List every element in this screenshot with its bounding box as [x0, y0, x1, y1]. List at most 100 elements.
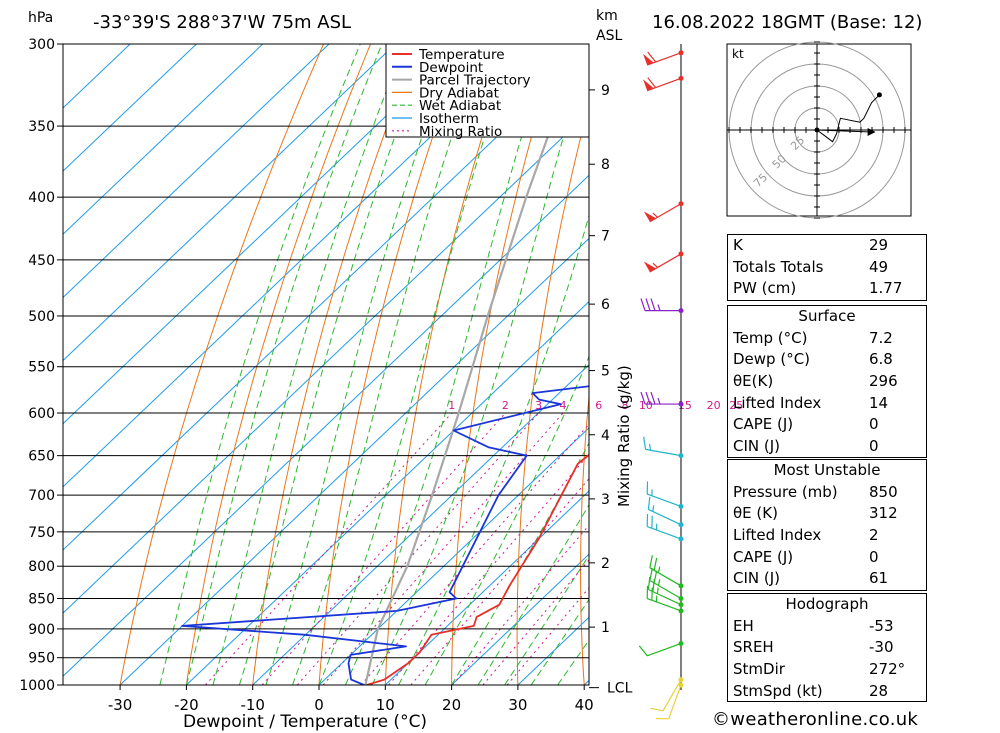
mixing-ratio-line [296, 412, 539, 685]
pressure-unit: hPa [28, 10, 53, 26]
wet-adiabat-line [318, 44, 516, 685]
wind-barb-staff [646, 493, 682, 507]
index-label: θE(K) [733, 372, 774, 391]
index-value: 1.77 [869, 279, 903, 298]
index-value: -53 [869, 616, 894, 635]
storm-motion-vector [816, 129, 872, 133]
wind-barb-dot [678, 677, 684, 683]
isotherm-line [63, 44, 131, 109]
mixing-ratio-label: 2 [502, 399, 509, 412]
isotherm-line [63, 44, 529, 488]
wet-adiabat-line [345, 44, 551, 685]
wind-barb-dot [678, 640, 684, 646]
wet-adiabat-line [292, 44, 484, 685]
mixing-ratio-label: 1 [448, 399, 455, 412]
table-row: CIN (J) 0 [728, 436, 926, 458]
wind-barb [643, 436, 684, 459]
wind-barb [643, 75, 684, 92]
legend-label: Wet Adiabat [419, 98, 501, 114]
dewpoint-line [181, 385, 589, 685]
wind-barb-feather [647, 496, 651, 510]
plot-frame [62, 43, 590, 686]
wind-barb-feather [643, 436, 647, 450]
index-value: 312 [869, 504, 898, 523]
table-row: StmSpd (kt) 28 [728, 681, 926, 703]
mixing-ratio-label: 4 [560, 399, 567, 412]
dry-adiabat-line [642, 26, 704, 685]
index-label: StmSpd (kt) [733, 681, 823, 700]
table-row: StmDir 272° [728, 659, 926, 681]
index-label: CIN (J) [733, 437, 781, 456]
wind-barbs [638, 44, 684, 720]
wind-barb-staff [662, 679, 682, 712]
wind-barb-dot [678, 308, 684, 314]
table-row: Totals Totals 49 [728, 257, 926, 279]
wind-barb-feather [653, 557, 658, 571]
wind-barb-dot [678, 251, 684, 257]
wind-barb-feather [647, 51, 657, 63]
index-label: Lifted Index [733, 526, 822, 545]
storm-motion-arrow [867, 127, 876, 136]
wind-barb-pennant [643, 261, 656, 272]
index-value: -30 [869, 638, 894, 657]
table-row: Lifted Index 14 [728, 393, 926, 415]
wind-barb-dot [678, 75, 684, 81]
pressure-tick-label: 300 [28, 37, 55, 53]
wind-barb-pennant [643, 53, 654, 66]
legend-label: Mixing Ratio [419, 124, 502, 140]
temperature-tick-label: 10 [376, 696, 395, 714]
mixing-ratio-label: 10 [639, 399, 653, 412]
hodograph-trace [816, 94, 880, 143]
index-value: 29 [869, 236, 889, 254]
hodograph-unit-label: kt [732, 47, 744, 61]
mixing-ratio-axis-label: Mixing Ratio (g/kg) [615, 365, 633, 507]
table-section-title: Most Unstable [773, 461, 881, 479]
index-value: 0 [869, 437, 879, 456]
wet-adiabat-line [424, 355, 589, 685]
index-value: 49 [869, 257, 889, 276]
pressure-tick-label: 450 [28, 253, 55, 269]
table-row: Temp (°C) 7.2 [728, 328, 926, 350]
legend-label: Dry Adiabat [419, 85, 499, 101]
wind-barb [646, 481, 684, 509]
table-row: CIN (J) 61 [728, 568, 926, 590]
table-row: Lifted Index 2 [728, 525, 926, 547]
wind-barb-feather [650, 298, 656, 311]
index-label: EH [733, 616, 754, 635]
temperature-tick-label: 40 [575, 696, 594, 714]
temperature-tick-label: 30 [508, 696, 527, 714]
wind-barb [649, 555, 684, 589]
background-lines [63, 26, 1000, 685]
wind-barb-half [656, 587, 659, 594]
table-section-title: Hodograph [785, 595, 869, 613]
index-label: CAPE (J) [733, 547, 794, 566]
wind-barb-dot [678, 453, 684, 459]
datetime-title: 16.08.2022 18GMT (Base: 12) [652, 12, 922, 33]
table-section-title: Surface [798, 307, 856, 325]
height-tick-label: 6 [601, 297, 610, 313]
index-value: 2 [869, 526, 879, 545]
wind-barb-dot [678, 201, 684, 207]
pressure-tick-label: 750 [28, 525, 55, 541]
pressure-tick-label: 900 [28, 622, 55, 638]
isotherm-line [63, 111, 589, 614]
index-label: θE (K) [733, 504, 778, 523]
table-row: K 29 [728, 235, 926, 257]
index-value: 272° [869, 660, 906, 679]
pressure-tick-label: 800 [28, 559, 55, 575]
wind-barb-dot [678, 503, 684, 509]
pressure-tick-label: 400 [28, 190, 55, 206]
wind-barb-staff [646, 597, 682, 612]
isotherm-line [63, 44, 330, 299]
height-tick-label: 9 [601, 83, 610, 99]
parcel-trajectory-line [364, 44, 583, 685]
pressure-tick-label: 550 [28, 360, 55, 376]
table-row: θE(K) 296 [728, 371, 926, 393]
wind-barb-staff [648, 588, 682, 606]
index-value: 28 [869, 681, 889, 700]
profiles [181, 44, 589, 685]
dry-adiabat-line [975, 26, 1000, 685]
wind-barb [647, 496, 684, 528]
